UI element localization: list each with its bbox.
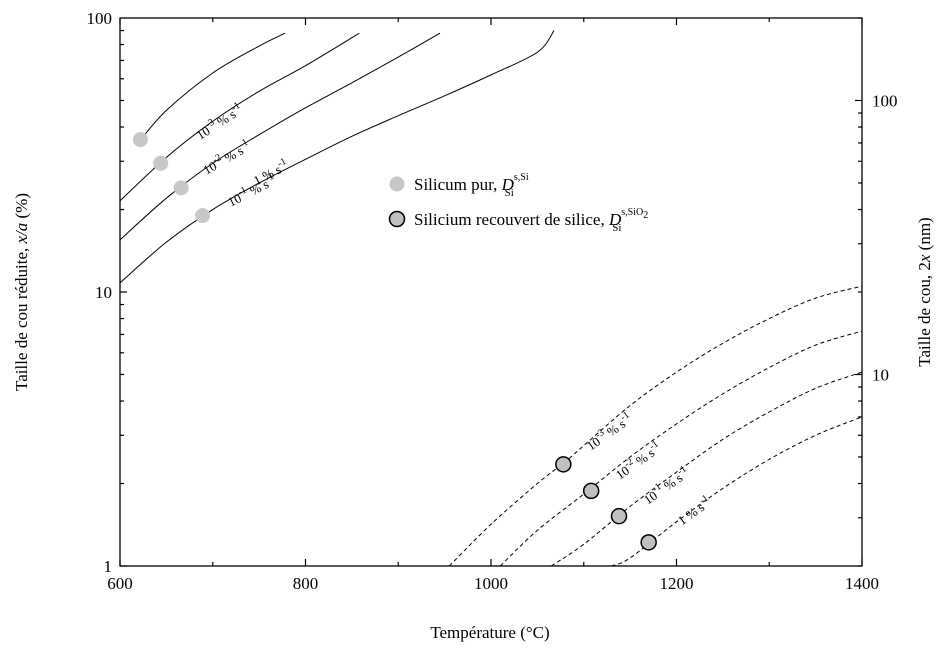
legend-marker: [389, 176, 405, 192]
data-point-coated: [555, 456, 572, 473]
rate-label-coated-1e-1: 10-1 % s-1: [640, 464, 692, 508]
curve-pure-3: [120, 30, 555, 284]
axes: 600 800 1000 1200 1400 1 10 100 10 100: [87, 9, 898, 593]
y-axis-title: Taille de cou réduite, x/a (%): [12, 193, 31, 391]
curve-coated-6: [551, 371, 862, 566]
data-point-pure: [195, 208, 211, 224]
data-point-coated: [640, 534, 657, 551]
rate-label-pure-1e-3: 10-3 % s-1: [193, 100, 246, 143]
legend: Silicum pur, Ds,Si Si Silicium recouvert d…: [388, 172, 648, 234]
rate-label-pure-1: 1 % s-1: [250, 156, 291, 188]
rate-label-coated-1: 1 % s-1: [674, 493, 714, 528]
curve-labels: 10-3 % s-110-2 % s-110-1 % s-11 % s-110-…: [193, 100, 714, 528]
data-point-pure: [132, 132, 148, 148]
legend-marker: [388, 210, 406, 228]
x-tick-label: 1000: [474, 574, 508, 593]
rate-label-coated-1e-3: 10-3 % s-1: [583, 410, 635, 454]
legend-label: Silicum pur, Ds,Si Si: [414, 172, 529, 199]
y2-tick-label: 100: [872, 91, 898, 110]
x-tick-label: 800: [293, 574, 319, 593]
data-point-coated: [582, 482, 600, 500]
x-tick-label: 1400: [845, 574, 879, 593]
curve-coated-5: [499, 330, 862, 566]
y-tick-label: 1: [104, 557, 113, 576]
curve-pure-2: [120, 32, 441, 241]
curve-pure-1: [120, 32, 360, 202]
plot-points: [132, 132, 657, 551]
y-tick-label: 10: [95, 283, 112, 302]
legend-label: Silicium recouvert de silice, Ds,SiO2 Si: [414, 207, 648, 234]
rate-label-pure-1e-2: 10-2 % s-1: [199, 137, 253, 178]
y-tick-label: 100: [87, 9, 113, 28]
x-tick-label: 600: [107, 574, 133, 593]
data-point-coated: [610, 507, 628, 525]
rate-label-coated-1e-2: 10-2 % s-1: [612, 439, 664, 483]
data-point-pure: [153, 155, 169, 171]
x-axis-title: Température (°C): [430, 623, 549, 642]
y2-tick-label: 10: [872, 365, 889, 384]
y2-axis-title: Taille de cou, 2x (nm): [915, 217, 934, 366]
x-tick-label: 1200: [660, 574, 694, 593]
curve-coated-7: [611, 416, 862, 566]
data-point-pure: [173, 180, 189, 196]
curve-coated-4: [448, 285, 862, 566]
plot-frame: [119, 17, 863, 567]
curve-pure-0: [139, 32, 286, 142]
